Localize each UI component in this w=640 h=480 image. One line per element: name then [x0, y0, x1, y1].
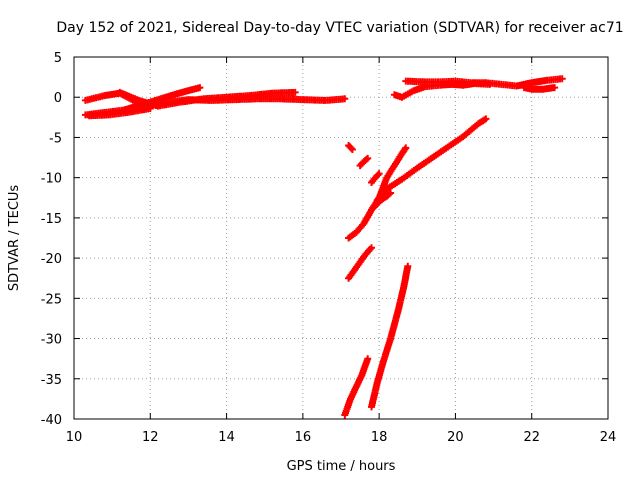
series-arc-9: [345, 144, 410, 242]
x-tick-label: 20: [447, 430, 464, 445]
x-tick-label: 12: [142, 430, 159, 445]
series-markers: [368, 262, 412, 411]
series-markers: [373, 115, 490, 204]
y-tick-label: -5: [49, 131, 62, 146]
x-tick-label: 24: [600, 430, 617, 445]
series-arc-10: [373, 115, 490, 204]
series-markers: [85, 105, 154, 120]
x-tick-label: 18: [371, 430, 388, 445]
y-tick-label: -20: [41, 252, 62, 267]
y-tick-label: -30: [41, 333, 62, 348]
series-markers: [345, 144, 410, 242]
x-tick-labels: 10 12 14 16 18 20 22 24: [66, 430, 617, 445]
series-arc-15: [341, 355, 372, 419]
y-axis-label: SDTVAR / TECUs: [7, 185, 22, 292]
series-markers: [356, 154, 372, 170]
series-arc-16: [368, 262, 412, 411]
series-arc-11: [345, 142, 356, 153]
series-markers: [520, 84, 559, 93]
series-markers: [368, 170, 383, 186]
y-tick-label: 5: [54, 51, 62, 66]
data-points: [81, 75, 566, 419]
y-tick-labels: 5 0 -5 -10 -15 -20 -25 -30 -35 -40: [41, 51, 62, 428]
y-tick-label: -15: [41, 212, 62, 227]
x-tick-label: 16: [295, 430, 312, 445]
y-tick-label: 0: [54, 91, 62, 106]
x-tick-label: 10: [66, 430, 83, 445]
plot-frame: [73, 56, 609, 420]
x-tick-label: 22: [523, 430, 540, 445]
axis-ticks: [73, 56, 609, 420]
series-markers: [341, 355, 372, 419]
y-tick-label: -40: [41, 413, 62, 428]
y-tick-label: -10: [41, 172, 62, 187]
series-markers: [402, 75, 566, 90]
series-arc-8: [520, 84, 559, 93]
series-arc-13: [368, 170, 383, 186]
series-arc-4: [85, 105, 154, 120]
y-tick-label: -35: [41, 373, 62, 388]
series-markers: [345, 244, 375, 282]
x-axis-label: GPS time / hours: [287, 459, 396, 474]
series-arc-3: [116, 88, 299, 110]
y-tick-label: -25: [41, 292, 62, 307]
series-arc-14: [345, 244, 375, 282]
series-arc-7: [402, 75, 566, 90]
series-markers: [116, 88, 299, 110]
grid: [74, 57, 608, 419]
series-arc-12: [356, 154, 372, 170]
chart-title: Day 152 of 2021, Sidereal Day-to-day VTE…: [56, 20, 623, 36]
series-markers: [345, 142, 356, 153]
x-tick-label: 14: [218, 430, 235, 445]
